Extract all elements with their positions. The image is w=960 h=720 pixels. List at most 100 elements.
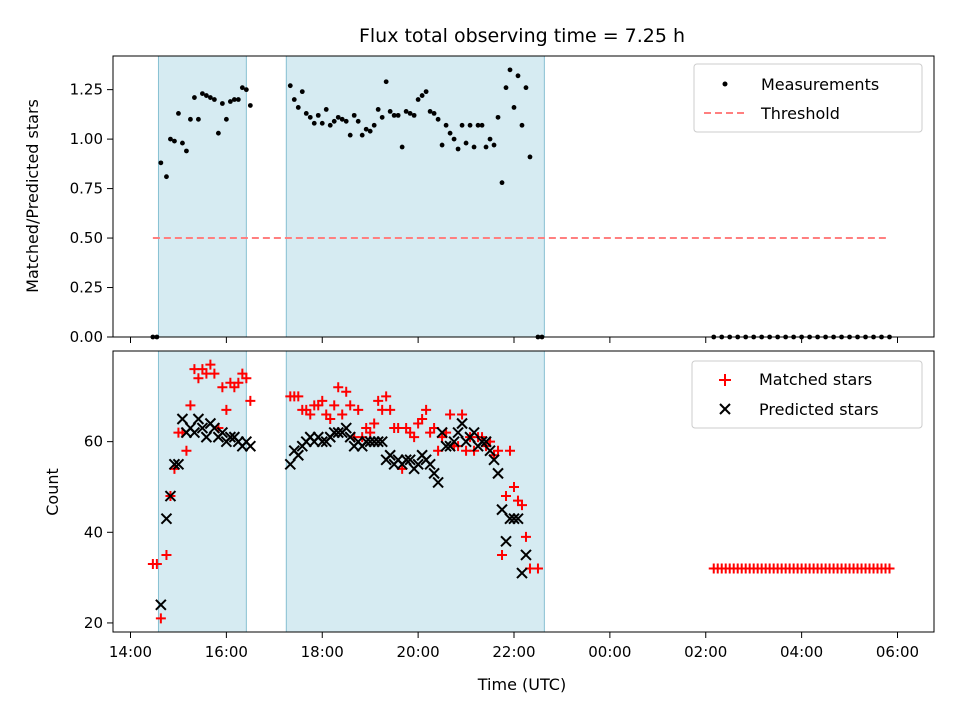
measurement-point (196, 116, 201, 122)
matched-star-point (155, 613, 166, 624)
measurement-point (172, 138, 177, 144)
matched-star-point (417, 413, 428, 424)
predicted-star-point (292, 449, 304, 461)
predicted-star-point (168, 458, 181, 471)
measurement-point (188, 116, 193, 122)
predicted-star-point (496, 503, 508, 516)
matched-star-point (345, 400, 356, 411)
measurement-point (192, 95, 197, 100)
measurement-point (223, 116, 229, 122)
bottom-axes-frame (112, 350, 935, 633)
matched-star-point (369, 418, 380, 429)
predicted-star-point (476, 435, 488, 448)
measurement-series (150, 67, 892, 340)
measurement-point (363, 126, 369, 132)
matched-star-point (532, 563, 543, 574)
matched-star-point (217, 382, 228, 393)
measurement-point (459, 122, 465, 128)
predicted-star-point (448, 435, 460, 448)
predicted-star-point (216, 426, 229, 439)
measurement-point (527, 154, 533, 160)
measurement-point (176, 110, 181, 116)
chart-title: Flux total observing time = 7.25 h (359, 25, 685, 47)
bottom-legend-box (691, 360, 923, 429)
measurement-point (483, 144, 489, 150)
predicted-star-point (412, 458, 424, 471)
matched-star-point (305, 409, 316, 420)
predicted-star-point (384, 449, 396, 461)
measurement-point (515, 73, 521, 79)
x-tick-label: 02:00 (684, 643, 727, 661)
x-tick-label: 22:00 (492, 643, 535, 661)
measurement-point (523, 85, 529, 91)
measurement-point (439, 142, 445, 148)
measurement-point (383, 79, 389, 85)
measurement-point (519, 122, 525, 128)
y-tick-label: 1.00 (70, 130, 103, 148)
legend-measurements-marker (722, 81, 728, 87)
measurement-point (211, 97, 217, 102)
matched-star-point (325, 413, 336, 424)
measurement-point (455, 146, 461, 152)
measurement-point (327, 122, 333, 128)
matched-star-point (245, 395, 256, 406)
measurement-point (351, 112, 357, 118)
observing-window-band-1 (157, 350, 247, 633)
top-legend-box (693, 63, 923, 133)
predicted-star-point (244, 440, 257, 452)
predicted-star-point (176, 413, 189, 425)
predicted-star-point (344, 431, 356, 443)
predicted-star-point (224, 431, 237, 443)
measurement-point (423, 89, 429, 95)
legend-measurements-label: Measurements (761, 75, 879, 94)
x-tick-label: 06:00 (876, 643, 919, 661)
matched-star-point (151, 559, 162, 570)
measurement-point (243, 87, 249, 93)
matched-star-point (509, 481, 519, 492)
matched-star-point (381, 391, 392, 402)
predicted-star-point (340, 422, 352, 434)
measurement-point (239, 85, 245, 91)
matched-star-point (209, 368, 220, 379)
predicted-star-point (284, 458, 296, 471)
predicted-star-point (200, 431, 213, 443)
measurement-point (447, 130, 453, 136)
measurement-point (499, 180, 505, 186)
matched-star-point (293, 391, 304, 402)
matched-star-point (457, 409, 468, 420)
measurement-point (207, 95, 213, 100)
measurement-point (227, 99, 233, 104)
x-tick-label: 20:00 (397, 643, 440, 661)
measurement-point (399, 144, 405, 150)
measurement-point (475, 122, 481, 128)
measurement-point (347, 132, 353, 138)
top-y-ticks: 0.00 0.25 0.50 0.75 1.00 1.25 (70, 81, 113, 346)
measurement-point (231, 97, 237, 102)
matched-star-point (337, 409, 348, 420)
predicted-star-point (160, 512, 173, 525)
matched-star-point (317, 395, 328, 406)
measurement-point (415, 97, 421, 102)
matched-star-point (497, 549, 508, 560)
bottom-x-ticks: 14:00 16:00 18:00 20:00 22:00 00:00 02:00 04:00… (109, 632, 919, 661)
x-axis-label: Time (UTC) (477, 675, 566, 694)
predicted-star-point (208, 422, 221, 434)
bottom-panel: 20 40 60 14:00 16:00 18:00 20:00 22:00 00:00 02:… (43, 350, 935, 694)
y-tick-label: 0.00 (70, 328, 103, 346)
measurement-point (158, 160, 164, 166)
measurement-point (419, 93, 425, 98)
matched-star-point (505, 445, 516, 456)
measurement-point (247, 103, 253, 108)
predicted-star-point (428, 467, 440, 480)
matched-star-point (501, 491, 512, 502)
predicted-star-point (164, 490, 177, 502)
measurement-point (451, 136, 457, 142)
matched-star-point (493, 445, 504, 456)
measurement-point (375, 107, 381, 112)
x-tick-label: 14:00 (109, 643, 152, 661)
observing-window-band-2 (285, 55, 545, 338)
measurement-point (495, 114, 501, 120)
predicted-star-point (488, 454, 500, 466)
matched-star-point (421, 404, 432, 415)
measurement-point (435, 116, 441, 122)
